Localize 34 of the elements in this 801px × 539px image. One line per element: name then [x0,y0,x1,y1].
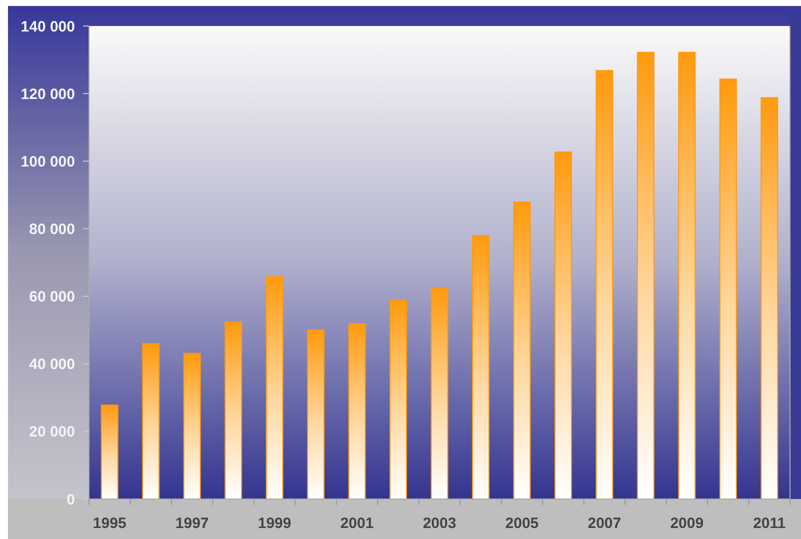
y-tick-label: 20 000 [29,424,75,441]
bar [307,330,325,500]
bar [224,321,242,500]
bar [100,404,118,500]
y-tick-label: 40 000 [29,356,75,374]
y-tick-label: 120 000 [20,86,75,103]
bar [760,97,778,500]
bar [554,152,572,500]
bar [472,234,490,500]
x-tick-label: 1999 [258,515,292,532]
bar [636,52,654,500]
y-tick-label: 100 000 [20,153,75,170]
x-tick-label: 2009 [670,515,704,532]
x-tick-label: 1997 [175,515,209,532]
bar [266,276,284,500]
y-tick-label: 80 000 [29,220,75,238]
x-tick-label: 2003 [422,515,456,532]
x-tick-label: 2001 [340,515,374,532]
x-tick-label: 2005 [505,515,539,532]
bar [430,288,448,500]
y-tick-label: 140 000 [20,18,75,36]
x-tick-label: 2007 [588,515,622,532]
bar [348,323,366,500]
bar [390,300,408,500]
bar [719,78,737,500]
bar [142,343,160,500]
x-tick-label: 1995 [92,515,126,532]
bar [678,52,696,500]
y-tick-label: 60 000 [29,288,75,306]
y-tick-label: 0 [66,491,75,508]
bar [183,352,201,500]
bar [513,202,531,500]
bar [596,70,614,500]
x-tick-label: 2011 [753,515,786,532]
